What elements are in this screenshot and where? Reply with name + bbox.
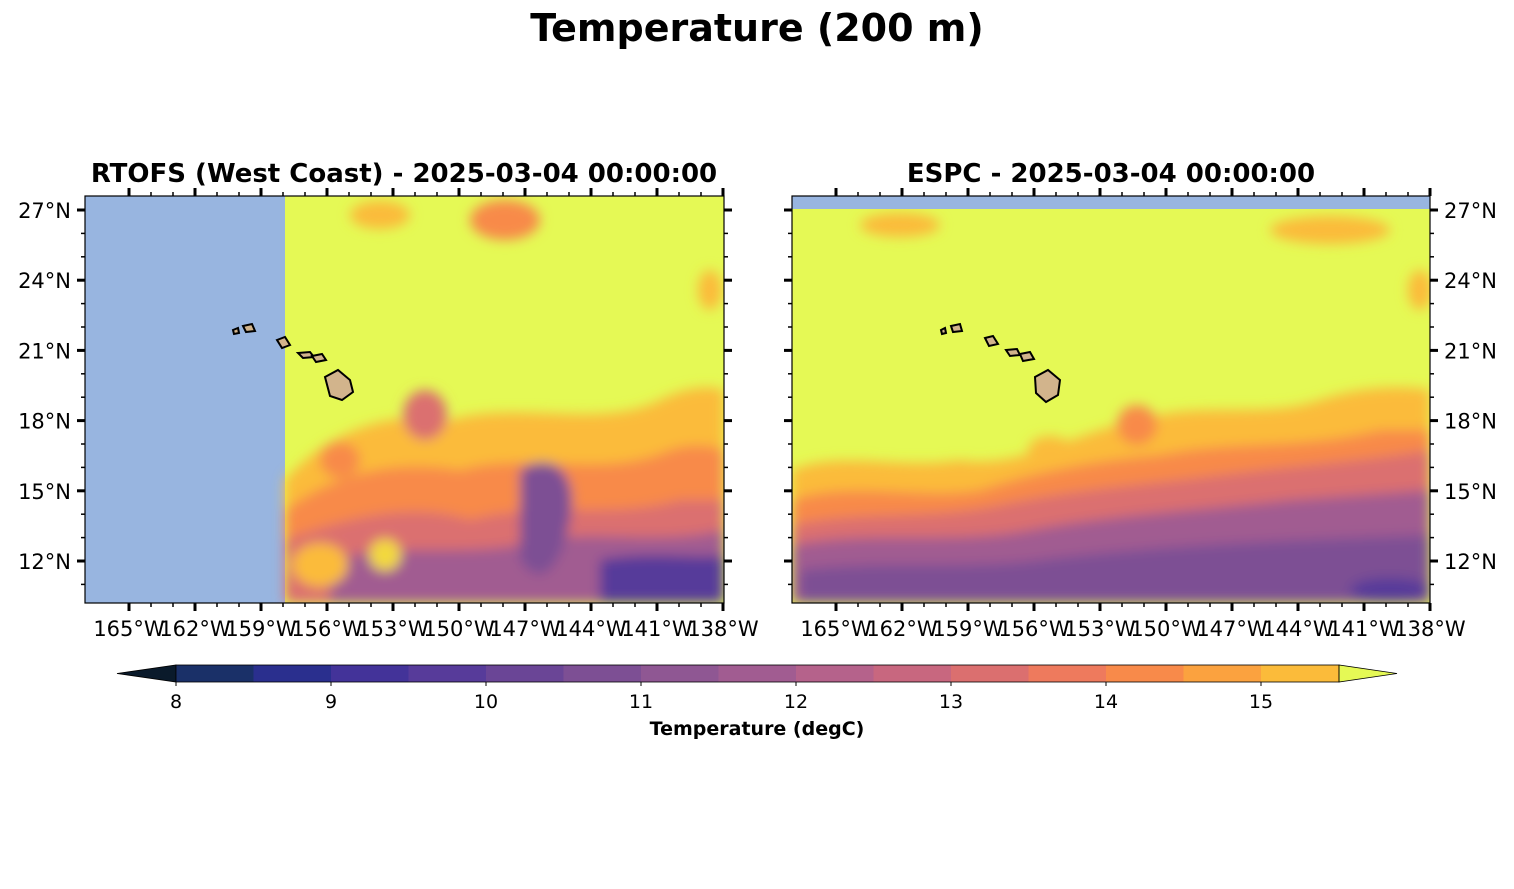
left-map: 165°W162°W159°W156°W153°W150°W147°W144°W…	[18, 188, 759, 641]
right-lon-tick-label: 159°W	[932, 617, 1004, 641]
colorbar-bin	[331, 665, 409, 682]
left-lon-tick-label: 165°W	[93, 617, 165, 641]
right-lat-tick-label: 12°N	[1444, 550, 1497, 574]
left-map-axes: 165°W162°W159°W156°W153°W150°W147°W144°W…	[18, 188, 759, 641]
right-lat-tick-label: 18°N	[1444, 410, 1497, 434]
colorbar-tick-label: 13	[939, 691, 963, 713]
left-lon-tick-label: 153°W	[357, 617, 429, 641]
right-map: 165°W162°W159°W156°W153°W150°W147°W144°W…	[784, 188, 1497, 641]
left-lon-tick-label: 159°W	[225, 617, 297, 641]
right-lon-tick-label: 147°W	[1196, 617, 1268, 641]
colorbar-bin	[563, 665, 642, 682]
left-map-title: RTOFS (West Coast) - 2025-03-04 00:00:00	[90, 159, 718, 189]
right-lon-tick-label: 138°W	[1394, 617, 1466, 641]
left-lon-tick-label: 141°W	[621, 617, 693, 641]
left-map-no-data-region	[85, 196, 285, 603]
right-map-axes: 165°W162°W159°W156°W153°W150°W147°W144°W…	[784, 188, 1497, 641]
left-lon-tick-label: 147°W	[489, 617, 561, 641]
left-lon-tick-label: 150°W	[423, 617, 495, 641]
left-lat-tick-label: 12°N	[18, 550, 71, 574]
colorbar-bin	[718, 665, 797, 682]
colorbar-bin	[1106, 665, 1184, 682]
left-lon-tick-label: 162°W	[159, 617, 231, 641]
left-map-islands	[231, 322, 355, 402]
colorbar-label: Temperature (degC)	[649, 718, 865, 740]
left-lat-tick-label: 21°N	[18, 339, 71, 363]
colorbar-bin	[486, 665, 564, 682]
right-lon-tick-label: 156°W	[998, 617, 1070, 641]
right-lat-tick-label: 21°N	[1444, 339, 1497, 363]
colorbar-tick-label: 8	[170, 691, 182, 713]
left-lat-tick-label: 24°N	[18, 269, 71, 293]
colorbar-bin	[253, 665, 332, 682]
left-lon-tick-label: 138°W	[687, 617, 759, 641]
right-map-title: ESPC - 2025-03-04 00:00:00	[906, 159, 1316, 189]
right-lon-tick-label: 150°W	[1130, 617, 1202, 641]
left-lat-tick-label: 18°N	[18, 410, 71, 434]
right-lon-tick-label: 144°W	[1262, 617, 1334, 641]
left-lon-tick-label: 144°W	[555, 617, 627, 641]
colorbar-over-extension	[1338, 664, 1398, 683]
right-lon-tick-label: 162°W	[866, 617, 938, 641]
right-lon-tick-label: 141°W	[1328, 617, 1400, 641]
colorbar-tick-label: 10	[474, 691, 498, 713]
right-lon-tick-label: 165°W	[800, 617, 872, 641]
right-map-islands	[939, 322, 1062, 404]
left-lat-tick-label: 15°N	[18, 480, 71, 504]
colorbar: 8 9 10 11 12 13 14 15	[116, 664, 1398, 713]
right-map-no-data-strip	[792, 196, 1430, 209]
colorbar-tick-label: 14	[1094, 691, 1118, 713]
colorbar-bin	[1028, 665, 1107, 682]
left-map-frame	[84, 195, 725, 604]
colorbar-bin	[873, 665, 952, 682]
colorbar-bin	[641, 665, 719, 682]
colorbar-tick-label: 15	[1249, 691, 1273, 713]
right-map-frame	[791, 195, 1431, 604]
left-lat-tick-label: 27°N	[18, 199, 71, 223]
colorbar-bin	[1183, 665, 1262, 682]
colorbar-tick-label: 11	[629, 691, 653, 713]
right-lon-tick-label: 153°W	[1064, 617, 1136, 641]
right-lat-tick-label: 24°N	[1444, 269, 1497, 293]
colorbar-bin	[176, 665, 254, 682]
colorbar-frame	[175, 664, 1340, 683]
right-lat-tick-label: 27°N	[1444, 199, 1497, 223]
figure-title: Temperature (200 m)	[530, 6, 984, 50]
colorbar-bin	[951, 665, 1029, 682]
colorbar-bin	[1261, 665, 1339, 682]
right-lat-tick-label: 15°N	[1444, 480, 1497, 504]
colorbar-under-extension	[116, 664, 177, 683]
colorbar-tick-label: 12	[784, 691, 808, 713]
left-lon-tick-label: 156°W	[291, 617, 363, 641]
colorbar-bin	[408, 665, 487, 682]
left-map-temperature-contours	[285, 200, 724, 603]
colorbar-tick-label: 9	[325, 691, 337, 713]
right-map-temperature-contours	[792, 213, 1430, 603]
colorbar-bin	[796, 665, 874, 682]
